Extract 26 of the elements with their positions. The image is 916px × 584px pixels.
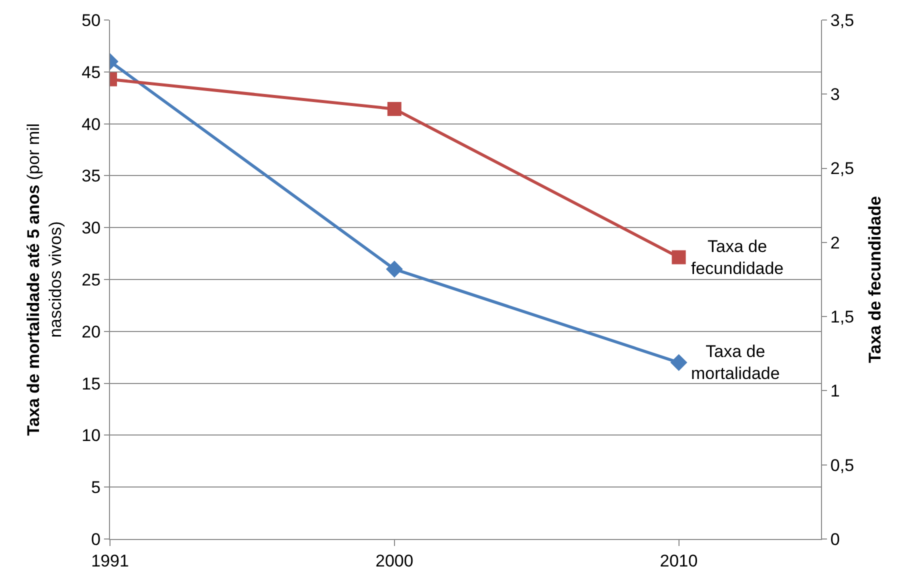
y2-tick-label: 0 <box>830 530 840 549</box>
y-tick-label: 5 <box>91 478 101 498</box>
x-tick-label: 2000 <box>375 551 414 570</box>
y2-tick-label: 0,5 <box>830 456 854 475</box>
series-label: Taxa de fecundidade <box>691 237 784 278</box>
y2-tick-label: 1 <box>830 382 840 401</box>
y2-tick-label: 3 <box>830 85 840 104</box>
y-tick-label: 35 <box>82 166 101 186</box>
y-tick-label: 25 <box>82 270 101 290</box>
y2-axis-title: Taxa de fecundidade <box>865 196 884 363</box>
y-tick-label: 10 <box>82 426 101 446</box>
y-tick-label: 30 <box>82 218 101 238</box>
text: Taxa de mortalidade até 5 anos (por mil nascidos vivos) <box>24 123 66 436</box>
x-tick-label: 2010 <box>660 551 698 570</box>
series-label: Taxa de mortalidade <box>691 342 780 384</box>
y2-tick-label: 3,5 <box>830 10 854 30</box>
y-tick-label: 50 <box>82 10 101 30</box>
y-tick-label: 0 <box>91 530 101 549</box>
y2-tick-label: 2,5 <box>830 159 854 178</box>
y-tick-label: 40 <box>82 114 101 134</box>
y2-tick-label: 1,5 <box>830 308 854 327</box>
y-tick-label: 45 <box>82 62 101 82</box>
y2-tick-label: 2 <box>830 233 840 252</box>
y-tick-label: 15 <box>82 374 101 394</box>
x-tick-label: 1991 <box>91 551 129 570</box>
y-tick-label: 20 <box>82 322 101 342</box>
